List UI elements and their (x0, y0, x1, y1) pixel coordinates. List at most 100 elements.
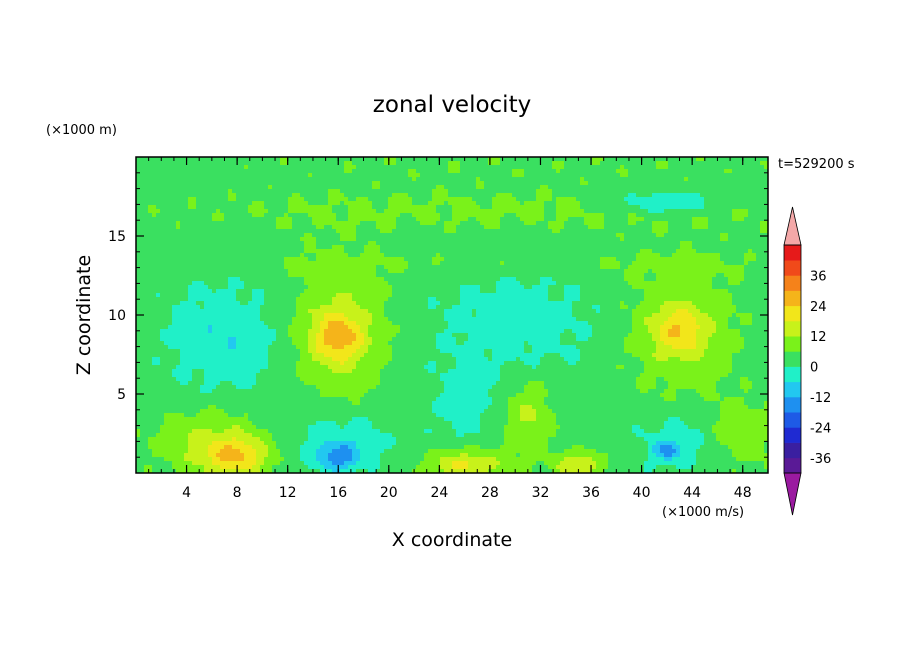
contour-cell (616, 177, 621, 182)
contour-cell (420, 185, 425, 190)
contour-cell (556, 253, 561, 258)
contour-cell (532, 177, 537, 182)
contour-cell (428, 173, 433, 178)
contour-cell (160, 189, 165, 194)
contour-cell (604, 241, 609, 246)
contour-cell (536, 173, 541, 178)
contour-cell (540, 185, 545, 190)
contour-cell (212, 161, 217, 166)
contour-cell (344, 185, 349, 190)
contour-cell (492, 281, 497, 286)
contour-cell (736, 277, 741, 282)
contour-cell (408, 161, 413, 166)
contour-cell (580, 237, 585, 242)
contour-cell (316, 273, 321, 278)
contour-cell (400, 161, 405, 166)
contour-cell (704, 213, 709, 218)
contour-cell (580, 221, 585, 226)
contour-cell (724, 233, 729, 238)
contour-cell (484, 193, 489, 198)
contour-cell (624, 169, 629, 174)
contour-cell (436, 253, 441, 258)
contour-cell (568, 257, 573, 262)
contour-cell (532, 197, 537, 202)
contour-cell (700, 261, 705, 266)
contour-cell (268, 185, 273, 190)
contour-cell (636, 253, 641, 258)
contour-cell (228, 277, 233, 282)
contour-cell (272, 229, 277, 234)
contour-cell (616, 205, 621, 210)
contour-cell (652, 265, 657, 270)
contour-cell (628, 189, 633, 194)
contour-cell (700, 249, 705, 254)
contour-cell (620, 253, 625, 258)
contour-cell (328, 229, 333, 234)
contour-cell (476, 177, 481, 182)
contour-cell (448, 181, 453, 186)
contour-cell (208, 269, 213, 274)
contour-cell (576, 277, 581, 282)
contour-cell (160, 233, 165, 238)
contour-cell (620, 269, 625, 274)
contour-cell (452, 165, 457, 170)
contour-cell (568, 241, 573, 246)
contour-cell (704, 177, 709, 182)
contour-cell (696, 221, 701, 226)
contour-cell (372, 209, 377, 214)
contour-cell (664, 233, 669, 238)
contour-cell (328, 181, 333, 186)
contour-cell (292, 165, 297, 170)
contour-cell (412, 169, 417, 174)
contour-cell (348, 169, 353, 174)
contour-cell (696, 169, 701, 174)
contour-cell (756, 189, 761, 194)
contour-cell (232, 217, 237, 222)
contour-cell (660, 157, 665, 162)
contour-cell (628, 233, 633, 238)
contour-cell (612, 177, 617, 182)
contour-cell (536, 237, 541, 242)
contour-cell (600, 185, 605, 190)
contour-cell (516, 201, 521, 206)
contour-cell (196, 173, 201, 178)
contour-cell (460, 281, 465, 286)
contour-cell (676, 161, 681, 166)
contour-cell (192, 229, 197, 234)
contour-cell (528, 189, 533, 194)
contour-cell (268, 245, 273, 250)
contour-cell (324, 233, 329, 238)
contour-cell (652, 197, 657, 202)
contour-cell (384, 257, 389, 262)
contour-cell (472, 221, 477, 226)
contour-cell (172, 193, 177, 198)
contour-cell (304, 161, 309, 166)
contour-cell (368, 221, 373, 226)
contour-cell (724, 245, 729, 250)
contour-cell (192, 181, 197, 186)
contour-cell (636, 257, 641, 262)
contour-cell (720, 225, 725, 230)
contour-cell (748, 161, 753, 166)
contour-cell (384, 217, 389, 222)
contour-cell (680, 277, 685, 282)
contour-cell (588, 181, 593, 186)
contour-cell (628, 245, 633, 250)
contour-cell (512, 205, 517, 210)
contour-cell (680, 197, 685, 202)
contour-cell (448, 173, 453, 178)
contour-cell (316, 221, 321, 226)
contour-cell (348, 201, 353, 206)
contour-cell (248, 233, 253, 238)
contour-cell (292, 245, 297, 250)
contour-cell (688, 161, 693, 166)
contour-cell (748, 237, 753, 242)
contour-cell (180, 165, 185, 170)
contour-cell (136, 253, 141, 258)
contour-cell (700, 177, 705, 182)
contour-cell (252, 181, 257, 186)
contour-cell (408, 281, 413, 286)
contour-cell (464, 173, 469, 178)
contour-cell (468, 161, 473, 166)
contour-cell (400, 237, 405, 242)
